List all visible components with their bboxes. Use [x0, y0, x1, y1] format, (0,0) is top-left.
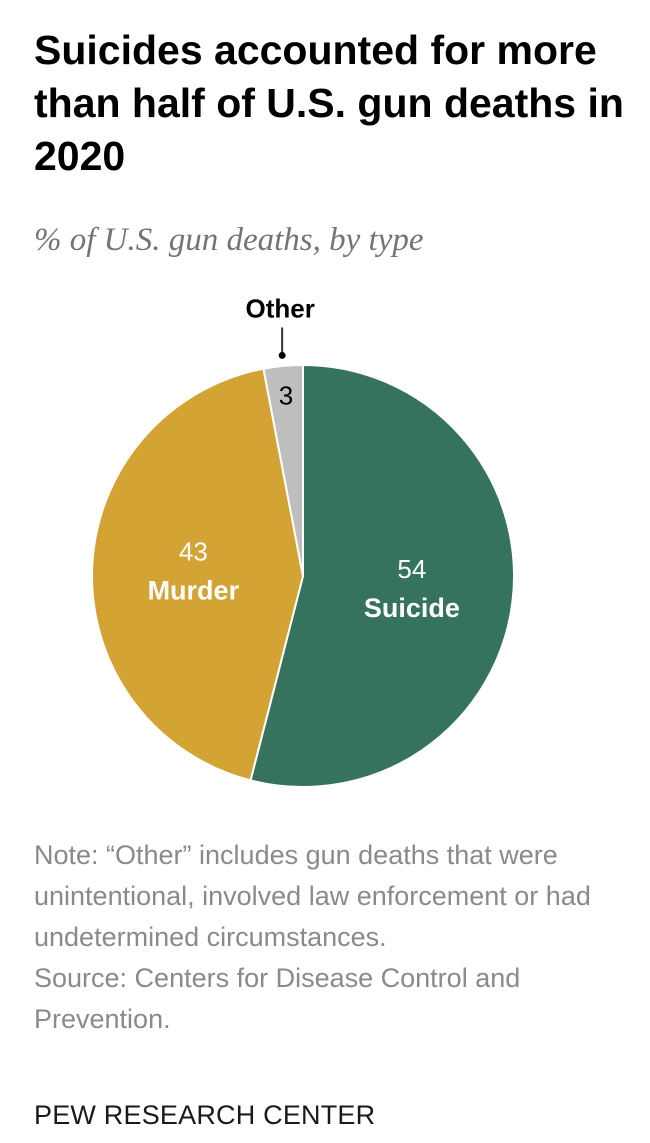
slice-label-other: Other [245, 293, 314, 323]
pie-slice-other [262, 363, 304, 577]
source-text: Source: Centers for Disease Control and … [34, 963, 521, 1034]
chart-subtitle: % of U.S. gun deaths, by type [34, 222, 424, 258]
pie-labels: 54 Suicide 43 Murder 3 Other [148, 293, 460, 622]
slice-label-suicide: Suicide [364, 593, 460, 623]
slice-value-murder: 43 [179, 537, 208, 567]
pie-slice-suicide [249, 363, 515, 788]
chart-title: Suicides accounted for more than half of… [34, 27, 624, 179]
note-text: Note: “Other” includes gun deaths that w… [34, 840, 591, 952]
brand-logo-text: PEW RESEARCH CENTER [34, 1100, 376, 1130]
slice-value-suicide: 54 [397, 554, 426, 584]
pie-chart: 54 Suicide 43 Murder 3 Other [91, 293, 515, 788]
pie-slices [91, 363, 515, 788]
chart-notes: Note: “Other” includes gun deaths that w… [34, 835, 614, 1040]
slice-value-other: 3 [279, 380, 293, 410]
pie-slice-murder [91, 367, 305, 782]
slice-label-murder: Murder [148, 576, 240, 606]
leader-dot-other [278, 351, 286, 359]
